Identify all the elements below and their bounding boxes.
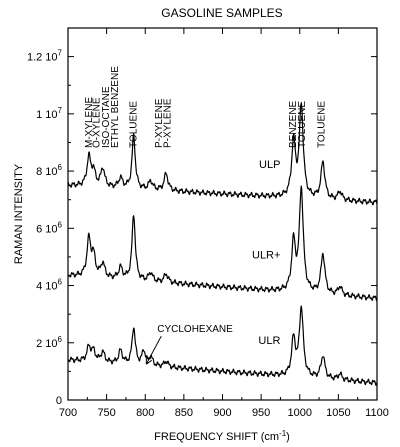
spectrum-ulr-plus — [67, 185, 378, 302]
peak-label: BENZENE — [288, 100, 299, 148]
series-label: ULR+ — [252, 249, 280, 261]
peak-label: P-XYLENE — [154, 98, 165, 148]
x-tick-label: 850 — [175, 407, 193, 419]
y-tick-labels: 0 2 106 4 106 6 106 8 106 1 107 1.2 107 — [27, 49, 63, 407]
x-axis-label-main: FREQUENCY SHIFT (cm — [154, 431, 279, 443]
peak-label: P-XYLENE — [163, 98, 174, 148]
x-axis-label-tail: ) — [286, 431, 290, 443]
spectrum-ulr — [67, 305, 378, 386]
series-label: ULR — [258, 335, 280, 347]
peak-label: M-XYLENE — [84, 97, 95, 148]
series-labels: ULP ULR+ ULR — [252, 159, 280, 347]
series-label: ULP — [259, 159, 280, 171]
y-axis-label: RAMAN INTENSITY — [13, 163, 25, 264]
annotation-arrow-head — [145, 357, 153, 365]
peak-label: ISO-OCTANE — [101, 86, 112, 148]
x-tick-label: 1000 — [288, 407, 312, 419]
axis-ticks — [67, 28, 378, 401]
x-axis-label-unit-exponent: -1 — [279, 429, 287, 438]
x-tick-label: 950 — [252, 407, 270, 419]
x-axis-label: FREQUENCY SHIFT (cm-1) — [154, 429, 290, 443]
x-tick-label: 750 — [97, 407, 115, 419]
spectrum-ulp — [67, 102, 378, 206]
x-tick-label: 1050 — [326, 407, 350, 419]
plot-frame — [67, 27, 378, 401]
peak-label: O-XYLENE — [92, 97, 103, 148]
x-tick-label: 900 — [213, 407, 231, 419]
x-tick-label: 1100 — [365, 407, 389, 419]
y-tick-label: 6 106 — [36, 220, 62, 235]
y-tick-label: 4 106 — [36, 278, 62, 293]
spectra-series — [67, 102, 378, 386]
cyclohexane-annotation: CYCLOHEXANE — [145, 324, 233, 365]
y-tick-label: 1.2 107 — [27, 49, 63, 64]
y-tick-label: 1 107 — [36, 106, 62, 121]
x-tick-labels: 700 750 800 850 900 950 1000 1050 1100 — [59, 407, 389, 419]
x-tick-label: 700 — [59, 407, 77, 419]
y-tick-label: 2 106 — [36, 335, 62, 350]
peak-label: TOLUENE — [129, 101, 140, 148]
annotation-label: CYCLOHEXANE — [157, 324, 233, 335]
annotation-arrow-shaft — [145, 335, 162, 365]
peak-label: ETHYL BENZENE — [110, 66, 121, 148]
chart-title: GASOLINE SAMPLES — [161, 6, 282, 20]
peak-label: TOLUENE — [316, 101, 327, 148]
y-tick-label: 0 — [56, 395, 62, 407]
x-tick-label: 800 — [136, 407, 154, 419]
y-tick-label: 8 106 — [36, 163, 62, 178]
